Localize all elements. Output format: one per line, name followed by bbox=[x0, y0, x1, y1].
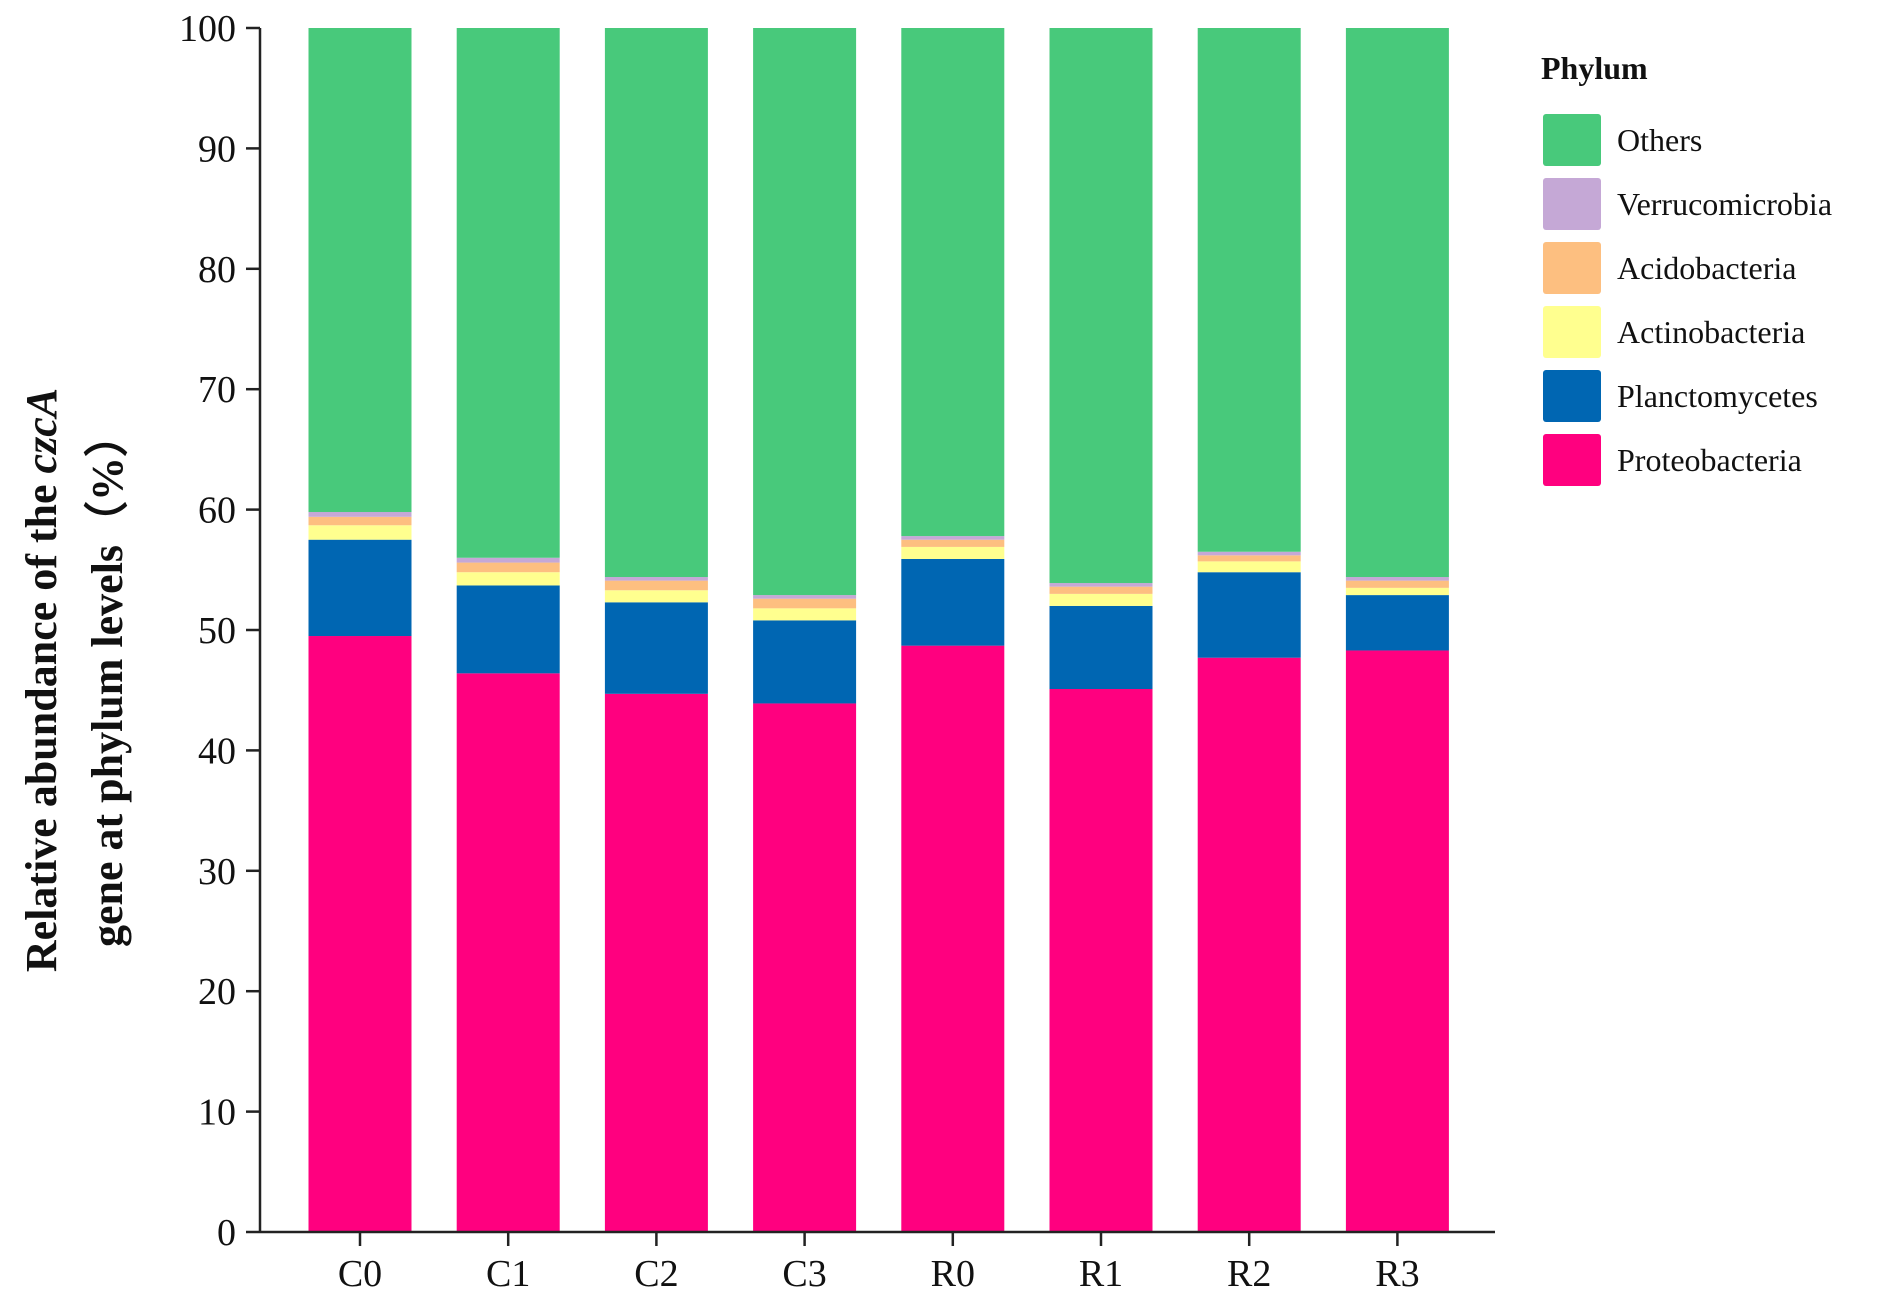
y-axis-label: Relative abundance of the czcA gene at p… bbox=[17, 388, 132, 972]
bar-segment-actinobacteria-c0 bbox=[308, 525, 412, 540]
legend-swatch-proteobacteria bbox=[1543, 434, 1601, 486]
bar-segment-planctomycetes-r0 bbox=[901, 558, 1005, 646]
y-tick-label: 90 bbox=[198, 128, 236, 170]
y-tick-label: 0 bbox=[217, 1212, 236, 1254]
bar-segment-actinobacteria-c1 bbox=[456, 572, 560, 586]
bar-stack-r1 bbox=[1049, 28, 1153, 1232]
y-tick-label: 50 bbox=[198, 610, 236, 652]
legend-swatch-actinobacteria bbox=[1543, 306, 1601, 358]
legend-items: Others Verrucomicrobia Acidobacteria Actino… bbox=[1543, 114, 1832, 486]
y-tick-label: 40 bbox=[198, 730, 236, 772]
y-tick-label: 20 bbox=[198, 971, 236, 1013]
bar-segment-others-r0 bbox=[901, 28, 1005, 537]
bar-segment-proteobacteria-r0 bbox=[901, 645, 1005, 1232]
legend-label-others: Others bbox=[1617, 122, 1702, 158]
axes-layer bbox=[258, 28, 1495, 1234]
legend-label-planctomycetes: Planctomycetes bbox=[1617, 378, 1818, 414]
bar-segment-verrucomicrobia-c2 bbox=[604, 577, 708, 581]
bar-segment-actinobacteria-c2 bbox=[604, 590, 708, 603]
x-tick-label: C3 bbox=[782, 1253, 826, 1295]
bar-segment-verrucomicrobia-c0 bbox=[308, 512, 412, 517]
y-tick-label: 60 bbox=[198, 490, 236, 532]
x-tick-label: C2 bbox=[634, 1253, 678, 1295]
y-axis-label-line1: Relative abundance of the czcA bbox=[17, 388, 66, 972]
bars-layer bbox=[308, 28, 1449, 1232]
bar-segment-acidobacteria-c2 bbox=[604, 580, 708, 591]
bar-stack-c3 bbox=[753, 28, 857, 1232]
bar-segment-planctomycetes-r3 bbox=[1345, 595, 1449, 651]
bar-segment-planctomycetes-c0 bbox=[308, 539, 412, 637]
bar-segment-others-c1 bbox=[456, 28, 560, 558]
bar-stack-c0 bbox=[308, 28, 412, 1232]
bar-segment-verrucomicrobia-r2 bbox=[1197, 551, 1301, 556]
legend-label-verrucomicrobia: Verrucomicrobia bbox=[1617, 186, 1832, 222]
bar-segment-acidobacteria-c0 bbox=[308, 516, 412, 526]
bar-segment-proteobacteria-c1 bbox=[456, 673, 560, 1232]
bar-segment-proteobacteria-r2 bbox=[1197, 657, 1301, 1232]
bar-stack-r0 bbox=[901, 28, 1005, 1232]
bar-segment-others-c0 bbox=[308, 28, 412, 513]
bar-segment-verrucomicrobia-r1 bbox=[1049, 583, 1153, 587]
legend-swatch-others bbox=[1543, 114, 1601, 166]
bar-segment-others-c3 bbox=[753, 28, 857, 596]
x-ticks: C0 C1 C2 C3 R0 R1 R2 R3 bbox=[338, 1232, 1420, 1295]
bar-segment-actinobacteria-r2 bbox=[1197, 561, 1301, 573]
bar-segment-acidobacteria-c3 bbox=[753, 598, 857, 609]
legend-label-proteobacteria: Proteobacteria bbox=[1617, 442, 1802, 478]
x-tick-label: R0 bbox=[931, 1253, 975, 1295]
bar-segment-acidobacteria-r0 bbox=[901, 539, 1005, 547]
bar-segment-proteobacteria-c3 bbox=[753, 703, 857, 1232]
bar-stack-r3 bbox=[1345, 28, 1449, 1232]
y-ticks: 0 10 20 30 40 50 60 70 80 90 100 bbox=[179, 8, 260, 1254]
bar-segment-actinobacteria-r3 bbox=[1345, 587, 1449, 596]
bar-segment-actinobacteria-r0 bbox=[901, 546, 1005, 559]
bar-segment-others-r1 bbox=[1049, 28, 1153, 584]
bar-segment-verrucomicrobia-r3 bbox=[1345, 577, 1449, 581]
x-tick-label: R2 bbox=[1227, 1253, 1271, 1295]
bar-segment-planctomycetes-c2 bbox=[604, 602, 708, 694]
legend-label-actinobacteria: Actinobacteria bbox=[1617, 314, 1805, 350]
bar-segment-verrucomicrobia-c3 bbox=[753, 595, 857, 599]
bar-segment-proteobacteria-c2 bbox=[604, 693, 708, 1232]
legend-swatch-acidobacteria bbox=[1543, 242, 1601, 294]
x-tick-label: R1 bbox=[1079, 1253, 1123, 1295]
y-axis-label-line2: gene at phylum levels（%） bbox=[83, 413, 132, 947]
bar-stack-r2 bbox=[1197, 28, 1301, 1232]
bar-segment-proteobacteria-r3 bbox=[1345, 650, 1449, 1232]
legend-label-acidobacteria: Acidobacteria bbox=[1617, 250, 1796, 286]
bar-stack-c2 bbox=[604, 28, 708, 1232]
y-tick-label: 10 bbox=[198, 1092, 236, 1134]
x-tick-label: R3 bbox=[1375, 1253, 1419, 1295]
bar-segment-acidobacteria-r2 bbox=[1197, 555, 1301, 562]
bar-segment-planctomycetes-c1 bbox=[456, 585, 560, 674]
bar-segment-verrucomicrobia-c1 bbox=[456, 557, 560, 563]
bar-segment-acidobacteria-r1 bbox=[1049, 586, 1153, 594]
bar-segment-proteobacteria-r1 bbox=[1049, 688, 1153, 1232]
x-tick-label: C1 bbox=[486, 1253, 530, 1295]
legend-swatch-planctomycetes bbox=[1543, 370, 1601, 422]
bar-segment-others-r3 bbox=[1345, 28, 1449, 578]
bar-stack-c1 bbox=[456, 28, 560, 1232]
y-tick-label: 80 bbox=[198, 249, 236, 291]
bar-segment-planctomycetes-r1 bbox=[1049, 605, 1153, 689]
bar-segment-others-r2 bbox=[1197, 28, 1301, 552]
bar-segment-verrucomicrobia-r0 bbox=[901, 536, 1005, 540]
bar-segment-actinobacteria-c3 bbox=[753, 608, 857, 621]
legend-title: Phylum bbox=[1541, 50, 1648, 86]
y-tick-label: 70 bbox=[198, 369, 236, 411]
legend-swatch-verrucomicrobia bbox=[1543, 178, 1601, 230]
bar-segment-proteobacteria-c0 bbox=[308, 636, 412, 1232]
bar-segment-acidobacteria-r3 bbox=[1345, 580, 1449, 588]
x-tick-label: C0 bbox=[338, 1253, 382, 1295]
y-tick-label: 30 bbox=[198, 851, 236, 893]
bar-segment-others-c2 bbox=[604, 28, 708, 578]
bar-segment-acidobacteria-c1 bbox=[456, 562, 560, 573]
bar-segment-planctomycetes-r2 bbox=[1197, 572, 1301, 658]
legend: Phylum Others Verrucomicrobia Acidobacteri… bbox=[1541, 50, 1832, 486]
y-tick-label: 100 bbox=[179, 8, 236, 50]
bar-segment-actinobacteria-r1 bbox=[1049, 593, 1153, 606]
bar-segment-planctomycetes-c3 bbox=[753, 620, 857, 704]
